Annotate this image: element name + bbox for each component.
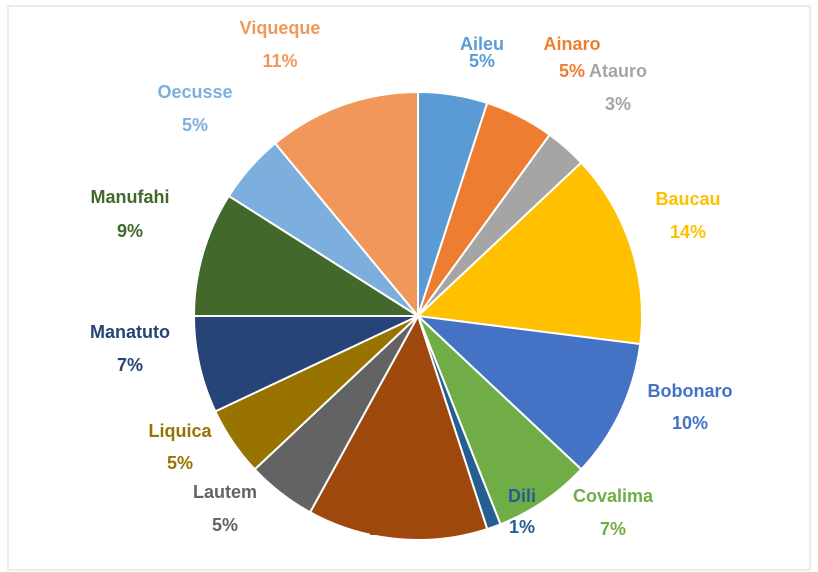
slice-name: Liquica bbox=[148, 421, 212, 441]
slice-name: Manufahi bbox=[91, 187, 170, 207]
slice-name: Dili bbox=[508, 486, 536, 506]
slice-percent: 10% bbox=[672, 413, 708, 433]
slice-percent: 7% bbox=[600, 519, 626, 539]
slice-name: Oecusse bbox=[157, 82, 232, 102]
slice-percent: 5% bbox=[559, 61, 585, 81]
pie-slice bbox=[192, 194, 422, 317]
slice-percent: 7% bbox=[117, 355, 143, 375]
slice-name: Baucau bbox=[655, 189, 720, 209]
slice-name: Ermera bbox=[356, 486, 419, 506]
pie-slice bbox=[308, 313, 489, 541]
slice-name: Atauro bbox=[589, 61, 647, 81]
slice-percent: 3% bbox=[605, 94, 631, 114]
slice-percent: 11% bbox=[262, 51, 297, 71]
pie-slice bbox=[273, 90, 419, 319]
slice-percent: 5% bbox=[212, 515, 238, 535]
pie-slice bbox=[415, 314, 642, 471]
slice-name: Covalima bbox=[573, 486, 654, 506]
slice-name: Aileu bbox=[460, 34, 504, 54]
slice-percent: 1% bbox=[509, 517, 535, 537]
slice-percent: 5% bbox=[182, 115, 208, 135]
slice-percent: 5% bbox=[167, 453, 193, 473]
slice-name: Lautem bbox=[193, 482, 257, 502]
slice-percent: 14% bbox=[670, 222, 706, 242]
slice-percent: 9% bbox=[117, 221, 143, 241]
slice-percent: 13% bbox=[369, 519, 405, 539]
slice-name: Bobonaro bbox=[648, 381, 733, 401]
pie-slice bbox=[415, 161, 643, 346]
slice-percent: 5% bbox=[469, 51, 495, 71]
slice-name: Ainaro bbox=[543, 34, 600, 54]
slice-name: Manatuto bbox=[90, 322, 170, 342]
slice-name: Viqueque bbox=[240, 18, 321, 38]
